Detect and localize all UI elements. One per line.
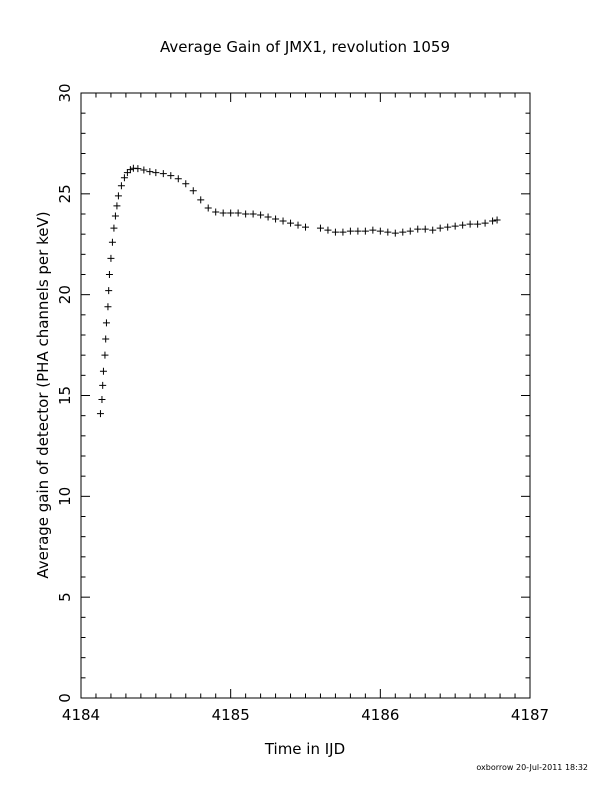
data-point <box>489 217 497 225</box>
x-axis-tick-labels: 4184 4185 4186 4187 <box>62 706 549 724</box>
data-point <box>493 216 501 224</box>
data-point <box>182 180 190 188</box>
data-points <box>96 164 501 418</box>
data-point <box>436 224 444 232</box>
data-point <box>316 224 324 232</box>
data-point <box>102 335 110 343</box>
data-point <box>302 223 309 231</box>
data-point <box>111 212 119 220</box>
data-point <box>105 271 113 278</box>
data-point <box>264 213 272 221</box>
data-point <box>107 254 115 262</box>
y-tick-label: 10 <box>56 487 74 506</box>
data-point <box>279 217 287 225</box>
data-point <box>384 228 392 236</box>
y-tick-label: 25 <box>56 184 74 203</box>
data-point <box>113 202 121 210</box>
data-point <box>459 221 467 229</box>
data-point <box>105 287 113 295</box>
data-point <box>123 169 131 177</box>
data-point <box>339 228 347 236</box>
data-point <box>361 227 369 235</box>
data-point <box>108 238 116 246</box>
data-point <box>204 204 212 212</box>
data-point <box>152 169 160 177</box>
data-point <box>134 165 142 173</box>
data-point <box>444 223 452 231</box>
data-point <box>376 227 384 235</box>
data-point <box>120 174 128 182</box>
data-point <box>104 303 112 311</box>
data-point <box>98 396 106 404</box>
x-tick-label: 4184 <box>62 706 100 724</box>
data-point <box>146 168 154 176</box>
data-point <box>197 196 205 204</box>
y-axis-label: Average gain of detector (PHA channels p… <box>34 211 52 578</box>
data-point <box>466 220 474 228</box>
data-point <box>451 222 459 230</box>
x-tick-label: 4187 <box>511 706 549 724</box>
data-point <box>294 221 302 229</box>
data-point <box>242 210 250 218</box>
data-point <box>114 192 122 200</box>
data-point <box>406 227 414 235</box>
data-point <box>117 182 125 190</box>
y-tick-label: 20 <box>56 285 74 304</box>
x-tick-label: 4186 <box>361 706 399 724</box>
data-point <box>474 220 482 228</box>
x-axis-ticks <box>80 93 531 698</box>
data-point <box>234 209 242 217</box>
data-point <box>354 227 362 235</box>
data-point <box>189 187 197 195</box>
data-point <box>287 219 295 227</box>
data-point <box>174 175 182 183</box>
data-point <box>110 224 118 232</box>
data-point <box>99 381 107 389</box>
data-point <box>126 166 134 174</box>
data-point <box>272 215 280 223</box>
data-point <box>140 166 148 174</box>
footer-credit: oxborrow 20-Jul-2011 18:32 <box>476 763 588 772</box>
data-point <box>96 410 104 418</box>
data-point <box>369 226 377 234</box>
data-point <box>102 319 110 327</box>
data-point <box>331 228 339 236</box>
data-point <box>429 226 437 234</box>
chart-title: Average Gain of JMX1, revolution 1059 <box>160 38 450 56</box>
data-point <box>414 225 422 233</box>
data-point <box>249 210 257 218</box>
x-tick-label: 4185 <box>212 706 250 724</box>
data-point <box>481 219 489 227</box>
plot-frame <box>80 92 531 699</box>
y-tick-label: 0 <box>56 693 74 703</box>
data-point <box>391 229 399 237</box>
data-point <box>227 209 235 217</box>
y-tick-label: 30 <box>56 83 74 102</box>
y-tick-label: 5 <box>56 592 74 602</box>
data-point <box>257 211 265 219</box>
data-point <box>346 227 354 235</box>
data-point <box>399 228 407 236</box>
data-point <box>99 367 107 375</box>
x-axis-label: Time in IJD <box>264 740 345 758</box>
data-point <box>212 208 220 216</box>
data-point <box>159 170 167 178</box>
data-point <box>101 351 109 359</box>
data-point <box>324 226 332 234</box>
data-point <box>219 209 227 217</box>
y-axis-tick-labels: 0 5 10 15 20 25 30 <box>56 83 74 702</box>
data-point <box>167 172 175 180</box>
y-tick-label: 15 <box>56 386 74 405</box>
y-axis-ticks <box>81 92 530 699</box>
data-point <box>421 225 429 233</box>
